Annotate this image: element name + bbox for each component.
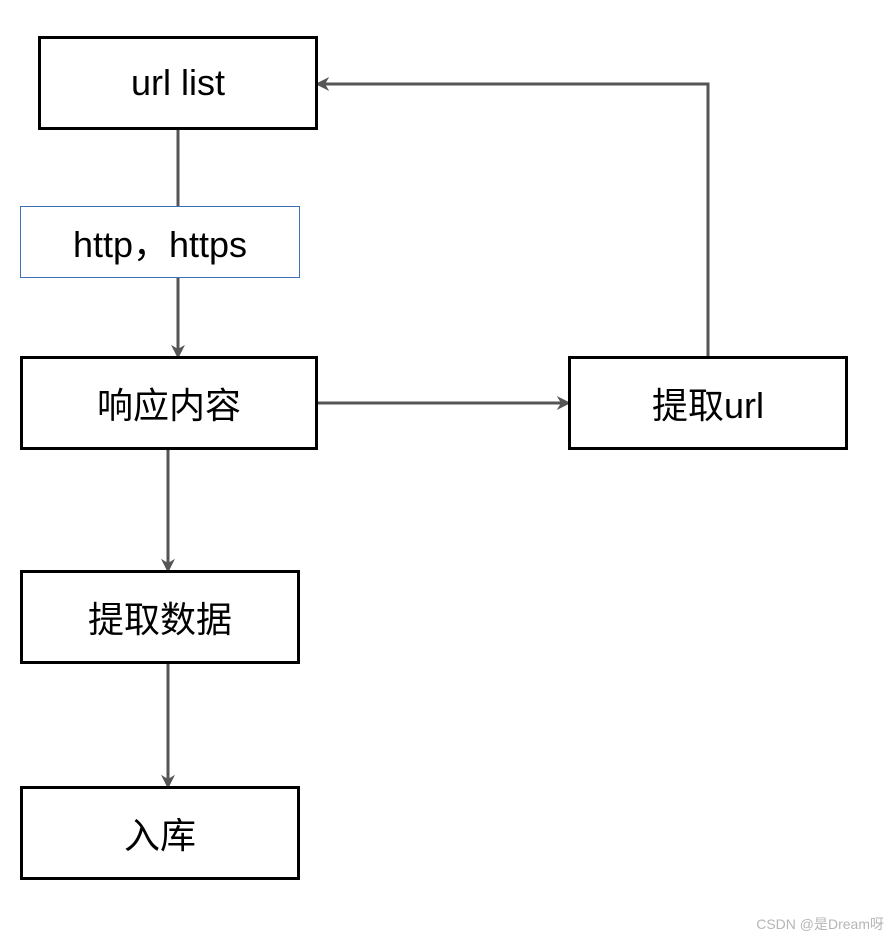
flow-node-label: 响应内容 bbox=[97, 377, 241, 429]
flow-node-url_list: url list bbox=[38, 36, 318, 130]
flow-node-label: 提取数据 bbox=[88, 591, 232, 643]
flow-node-label: 提取url bbox=[652, 377, 764, 429]
flow-node-label: http，https bbox=[73, 216, 247, 268]
flow-node-extract_data: 提取数据 bbox=[20, 570, 300, 664]
flow-node-label: url list bbox=[131, 62, 225, 104]
flow-node-extract_url: 提取url bbox=[568, 356, 848, 450]
flow-node-store: 入库 bbox=[20, 786, 300, 880]
flow-node-label: 入库 bbox=[124, 807, 196, 859]
flow-node-response: 响应内容 bbox=[20, 356, 318, 450]
flow-edge-e4 bbox=[318, 84, 708, 356]
flow-node-http_https: http，https bbox=[20, 206, 300, 278]
flowchart-canvas: url list http，https 响应内容 提取url 提取数据入库 CSDN @… bbox=[0, 0, 896, 942]
watermark-text: CSDN @是Dream呀 bbox=[756, 914, 884, 934]
